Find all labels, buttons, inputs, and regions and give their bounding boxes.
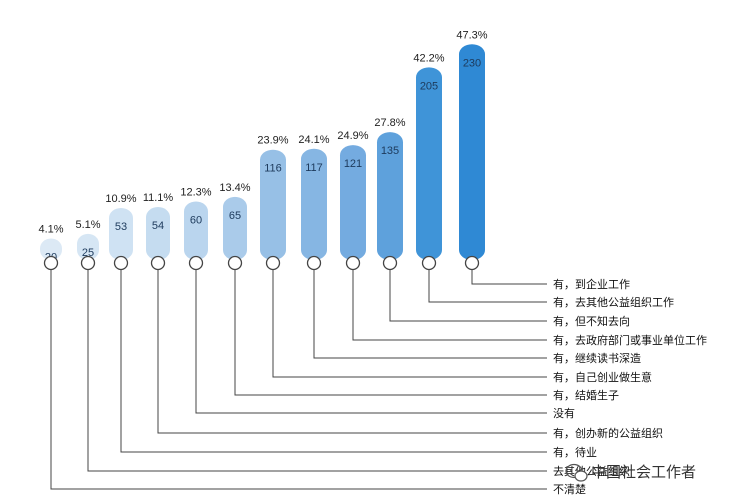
category-label: 有，但不知去向 — [553, 314, 630, 328]
bar-base-marker — [150, 255, 166, 271]
bar-base-marker — [306, 255, 322, 271]
bar — [109, 207, 133, 260]
wechat-icon — [565, 463, 588, 482]
leader-lines-layer — [50, 269, 547, 490]
leader-line — [87, 269, 547, 472]
category-label: 有，去其他公益组织工作 — [553, 295, 674, 309]
bar — [301, 148, 327, 260]
category-label: 有，去政府部门或事业单位工作 — [553, 333, 707, 347]
bar-value-label: 230 — [463, 57, 481, 69]
bar-base-marker — [421, 255, 437, 271]
bar — [416, 67, 442, 260]
leader-line — [50, 269, 547, 490]
bar-base-marker — [382, 255, 398, 271]
bar-percent-label: 24.1% — [298, 134, 329, 146]
watermark-text: 中国社会工作者 — [591, 463, 696, 481]
bar-percent-label: 23.9% — [257, 135, 288, 147]
bar-percent-label: 47.3% — [456, 29, 487, 41]
bar-value-label: 116 — [264, 163, 282, 175]
bar-value-label: 205 — [420, 80, 438, 92]
bar-value-label: 65 — [229, 210, 241, 222]
leader-line — [428, 269, 547, 303]
leader-line — [272, 269, 547, 378]
leader-line — [313, 269, 547, 359]
bar-value-label: 121 — [344, 158, 362, 170]
category-label: 不清楚 — [553, 482, 586, 496]
leader-line — [157, 269, 547, 434]
bar-value-label: 117 — [305, 162, 323, 174]
bar — [184, 201, 208, 260]
bar-percent-label: 24.9% — [337, 130, 368, 142]
leader-line — [234, 269, 547, 396]
bar-base-marker — [265, 255, 281, 271]
bar — [340, 145, 366, 260]
bar-value-label: 25 — [82, 247, 94, 259]
bar — [459, 44, 485, 260]
bar-value-label: 54 — [152, 220, 164, 232]
leader-line — [352, 269, 547, 341]
bar — [260, 149, 286, 260]
bar-base-marker — [345, 255, 361, 271]
bar — [40, 238, 62, 260]
bar-base-marker — [80, 255, 96, 271]
bar-base-marker — [464, 255, 480, 271]
bar — [146, 207, 170, 260]
bar-percent-label: 42.2% — [413, 52, 444, 64]
category-label: 有，自己创业做生意 — [553, 370, 652, 384]
category-label: 有，待业 — [553, 445, 597, 459]
bar-percent-label: 13.4% — [219, 182, 250, 194]
category-label: 去其他公益组织 — [553, 464, 630, 478]
bar-percent-label: 5.1% — [75, 219, 100, 231]
category-label: 有，到企业工作 — [553, 277, 630, 291]
bar-percent-label: 27.8% — [374, 117, 405, 129]
bar — [77, 233, 99, 260]
bar-percent-label: 10.9% — [105, 193, 136, 205]
category-label: 有，创办新的公益组织 — [553, 426, 663, 440]
category-label: 没有 — [553, 406, 575, 420]
category-label: 有，继续读书深造 — [553, 351, 641, 365]
bar-base-marker — [43, 255, 59, 271]
bar-percent-label: 12.3% — [180, 187, 211, 199]
leader-line — [195, 269, 547, 414]
watermark: 中国社会工作者 — [565, 463, 696, 482]
bar — [377, 132, 403, 260]
bar-percent-label: 4.1% — [38, 224, 63, 236]
leader-line — [120, 269, 547, 453]
category-label: 有，结婚生子 — [553, 388, 619, 402]
bar-base-marker — [188, 255, 204, 271]
leader-line — [389, 269, 547, 322]
bar — [223, 196, 247, 260]
bar-percent-label: 11.1% — [143, 192, 174, 204]
bars-layer: 204.1%255.1%5310.9%5411.1%6012.3%6513.4%… — [38, 29, 488, 271]
bar-value-label: 135 — [381, 145, 399, 157]
bar-base-marker — [227, 255, 243, 271]
leader-line — [471, 269, 547, 285]
bar-value-label: 53 — [115, 221, 127, 233]
bar-value-label: 60 — [190, 215, 202, 227]
bar-base-marker — [113, 255, 129, 271]
